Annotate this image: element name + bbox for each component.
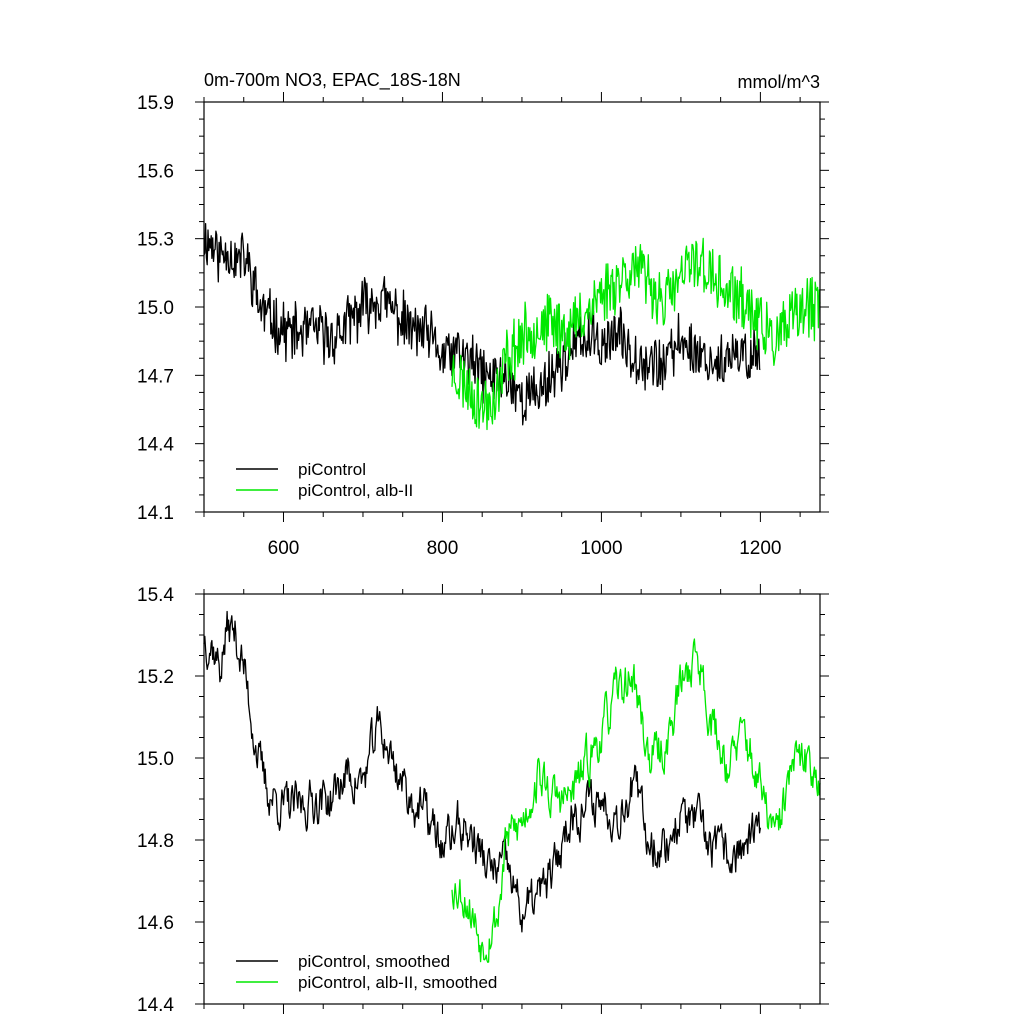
top-legend: piControl piControl, alb-II <box>236 460 413 500</box>
y-tick-label: 14.7 <box>137 366 174 387</box>
legend-label-smoothed: piControl, smoothed <box>298 952 450 971</box>
y-tick-label: 14.6 <box>137 913 174 934</box>
top-plot-area <box>203 222 821 431</box>
legend-label-picontrol: piControl <box>298 460 366 479</box>
y-tick-label: 15.6 <box>137 161 174 182</box>
y-tick-label: 15.0 <box>137 298 174 319</box>
series-line-picontrol <box>203 610 762 933</box>
bottom-axes: 14.4 14.6 14.8 15.0 15.2 15.4 <box>137 584 829 1016</box>
x-tick-label: 800 <box>427 538 459 559</box>
y-tick-label: 15.9 <box>137 93 174 114</box>
chart-title: 0m-700m NO3, EPAC_18S-18N <box>204 70 461 91</box>
top-axes: 14.1 14.4 14.7 15.0 15.3 15.6 15.9 600 800 1000 12… <box>137 92 829 559</box>
y-tick-label: 15.4 <box>137 585 174 606</box>
units-label: mmol/m^3 <box>738 72 820 92</box>
bottom-panel: 14.4 14.6 14.8 15.0 15.2 15.4 piControl, smoo… <box>137 584 829 1016</box>
x-tick-label: 600 <box>268 538 300 559</box>
x-tick-label: 1000 <box>580 538 622 559</box>
series-line-picontrol <box>203 222 761 426</box>
y-tick-label: 15.2 <box>137 667 174 688</box>
y-tick-label: 15.3 <box>137 230 174 251</box>
y-tick-label: 14.1 <box>137 503 174 524</box>
series-line-picontrol-alb <box>451 237 821 431</box>
legend-label-picontrol-alb: piControl, alb-II <box>298 481 413 500</box>
y-tick-label: 14.4 <box>137 995 174 1016</box>
top-panel: 0m-700m NO3, EPAC_18S-18N mmol/m^3 14.11… <box>137 70 829 559</box>
x-tick-label: 1200 <box>739 538 781 559</box>
bottom-plot-area <box>203 610 821 963</box>
y-tick-label: 14.8 <box>137 831 174 852</box>
legend-label-alb-smoothed: piControl, alb-II, smoothed <box>298 973 497 992</box>
y-tick-label: 15.0 <box>137 749 174 770</box>
series-line-picontrol-alb <box>451 638 821 963</box>
bottom-legend: piControl, smoothed piControl, alb-II, s… <box>236 952 497 992</box>
y-tick-label: 14.4 <box>137 435 174 456</box>
